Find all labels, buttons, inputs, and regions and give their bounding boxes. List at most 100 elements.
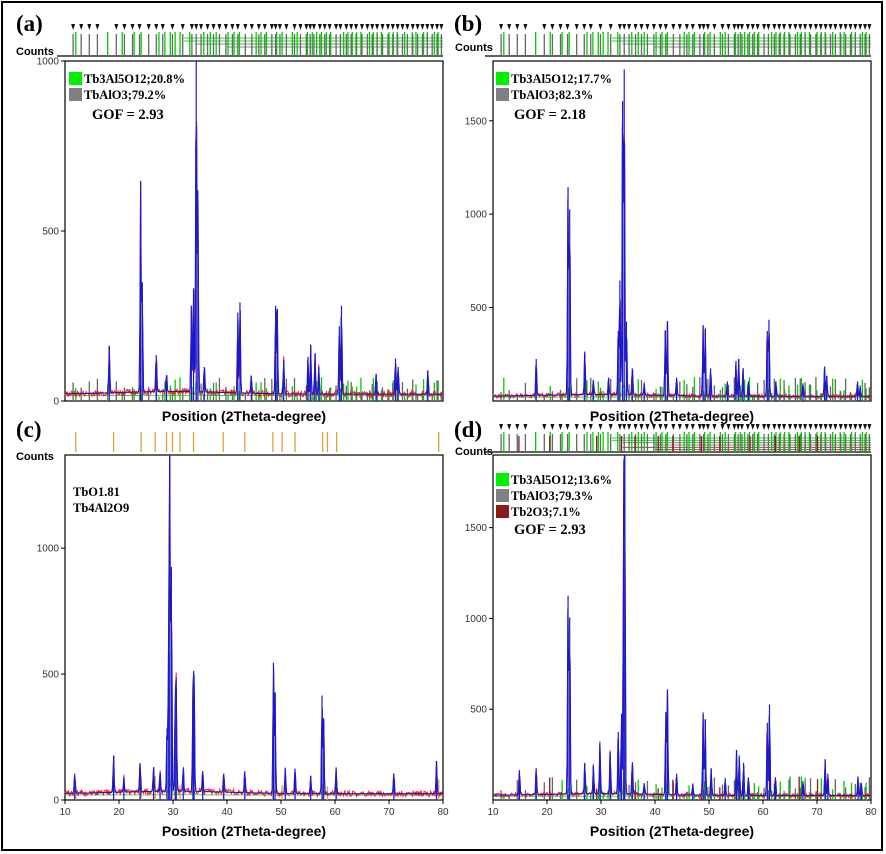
reflection-marker bbox=[645, 424, 650, 430]
legend-entry: Tb3Al5O12;20.8% bbox=[84, 72, 185, 86]
legend: Tb3Al5O12;13.6% TbAlO3;79.3% Tb2O3;7.1% bbox=[496, 473, 612, 519]
legend-entry: TbAlO3;82.3% bbox=[511, 88, 593, 102]
x-axis-label: Position (2Theta-degree) bbox=[590, 823, 754, 839]
plot-area bbox=[64, 454, 444, 801]
legend-swatch bbox=[69, 88, 82, 101]
reflection-marker bbox=[542, 24, 547, 30]
reflection-marker bbox=[617, 424, 622, 430]
goodness-of-fit: GOF = 2.93 bbox=[514, 522, 586, 538]
reflection-marker bbox=[803, 424, 808, 430]
reflection-marker bbox=[823, 24, 828, 30]
reflection-marker bbox=[598, 424, 603, 430]
reflection-marker bbox=[322, 24, 327, 30]
reflection-marker bbox=[574, 424, 579, 430]
reflection-marker bbox=[697, 424, 702, 430]
reflection-marker bbox=[122, 24, 127, 30]
legend-swatch bbox=[496, 505, 509, 518]
reflection-marker bbox=[803, 24, 808, 30]
y-axis-label: Counts bbox=[16, 46, 54, 58]
reflection-marker bbox=[651, 424, 656, 430]
x-axis-label: Position (2Theta-degree) bbox=[590, 408, 754, 424]
panel-c: (c) Counts 0 500 1000 10 20 30 40 50 60 70 80 Positio… bbox=[16, 417, 449, 839]
reflection-marker bbox=[622, 424, 627, 430]
legend-entry: TbAlO3;79.3% bbox=[511, 489, 593, 503]
reflection-marker bbox=[867, 424, 872, 430]
reflection-marker bbox=[755, 424, 760, 430]
reflection-marker bbox=[523, 424, 528, 430]
reflection-marker bbox=[211, 24, 216, 30]
y-tick-label: 500 bbox=[42, 227, 59, 238]
x-tick-label: 30 bbox=[167, 807, 179, 818]
reflection-marker bbox=[154, 24, 159, 30]
y-tick-label: 1000 bbox=[465, 210, 488, 221]
reflection-marker bbox=[565, 424, 570, 430]
reflection-marker bbox=[750, 24, 755, 30]
legend-entry: Tb3Al5O12;17.7% bbox=[511, 72, 612, 86]
x-tick-label: 10 bbox=[487, 807, 499, 818]
reflection-marker bbox=[415, 24, 420, 30]
reflection-marker bbox=[170, 24, 175, 30]
reflection-marker bbox=[633, 424, 638, 430]
reflection-marker bbox=[777, 24, 782, 30]
reflection-marker bbox=[114, 24, 119, 30]
reflection-marker bbox=[867, 24, 872, 30]
reflection-marker bbox=[788, 24, 792, 30]
reflection-marker bbox=[277, 24, 282, 30]
reflection-marker bbox=[515, 24, 520, 30]
reflection-marker bbox=[833, 24, 838, 30]
reflection-marker bbox=[818, 24, 823, 30]
y-tick-label: 500 bbox=[470, 705, 487, 716]
legend: Tb3Al5O12;20.8% TbAlO3;79.2% bbox=[69, 72, 185, 102]
legend-entry: TbO1.81 bbox=[73, 485, 120, 499]
reflection-marker bbox=[344, 24, 349, 30]
reflection-marker bbox=[627, 24, 632, 30]
x-tick-label: 80 bbox=[865, 807, 877, 818]
y-tick-label: 500 bbox=[42, 670, 59, 681]
reflection-marker bbox=[684, 24, 689, 30]
reflection-marker bbox=[762, 24, 767, 30]
reflection-marker bbox=[736, 24, 741, 30]
reflection-marker bbox=[720, 24, 725, 30]
reflection-marker bbox=[588, 24, 593, 30]
reflection-marker bbox=[684, 424, 689, 430]
reflection-marker bbox=[777, 424, 782, 430]
reflection-marker bbox=[360, 24, 364, 30]
phase-profile bbox=[493, 383, 871, 398]
reflection-marker bbox=[523, 24, 528, 30]
x-tick-label: 20 bbox=[541, 807, 553, 818]
reflection-marker bbox=[622, 24, 627, 30]
reflection-marker bbox=[311, 24, 316, 30]
reflection-marker bbox=[677, 424, 682, 430]
reflection-marker bbox=[755, 24, 760, 30]
reflection-marker bbox=[828, 24, 833, 30]
legend-swatch bbox=[69, 72, 82, 85]
reflection-marker bbox=[160, 24, 165, 30]
reflection-marker bbox=[507, 24, 512, 30]
reflection-marker bbox=[542, 424, 547, 430]
reflection-marker bbox=[230, 24, 235, 30]
reflection-marker bbox=[793, 424, 798, 430]
reflection-marker bbox=[745, 24, 750, 30]
reflection-marker bbox=[671, 24, 676, 30]
reflection-marker bbox=[189, 24, 194, 30]
x-tick-label: 70 bbox=[383, 807, 395, 818]
reflection-marker bbox=[823, 424, 828, 430]
reflection-marker bbox=[833, 424, 838, 430]
reflection-marker bbox=[269, 24, 274, 30]
legend-entry: TbAlO3;79.2% bbox=[84, 88, 166, 102]
reflection-marker bbox=[515, 424, 520, 430]
reflection-marker bbox=[370, 24, 375, 30]
observed-profile bbox=[64, 454, 444, 799]
y-tick-label: 0 bbox=[53, 397, 59, 408]
reflection-marker bbox=[772, 24, 777, 30]
reflection-marker bbox=[435, 24, 440, 30]
reflection-marker bbox=[766, 424, 771, 430]
reflection-marker bbox=[199, 24, 204, 30]
panel-d: (d) Counts 500 1000 1500 10 20 30 40 50 60 70 80 Posi… bbox=[454, 417, 877, 839]
reflection-marker bbox=[813, 424, 818, 430]
panel-label: (c) bbox=[16, 417, 42, 442]
reflection-marker bbox=[354, 24, 359, 30]
reflection-marker bbox=[327, 24, 332, 30]
